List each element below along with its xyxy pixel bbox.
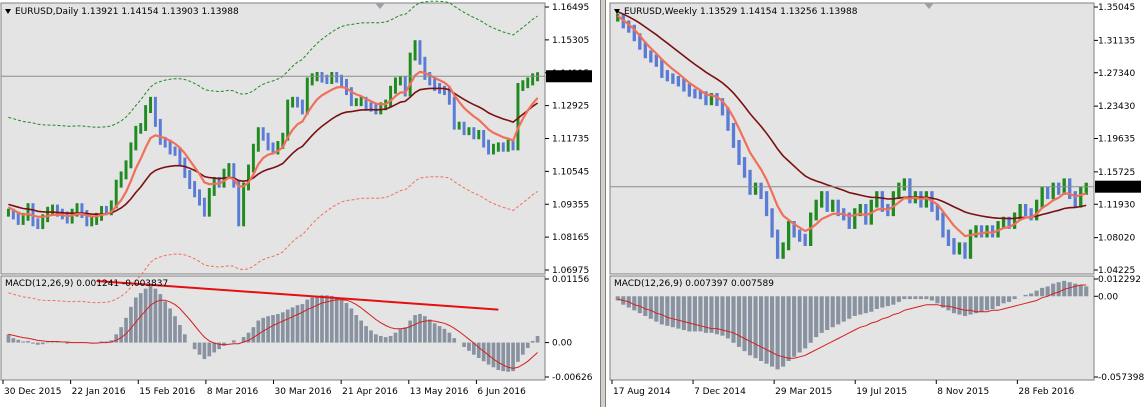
daily-x-tick-label: 30 Dec 2015 (4, 387, 62, 397)
daily-chart-svg: 1.164951.153051.141151.129251.117351.105… (0, 0, 593, 397)
weekly-collapse-arrow-icon (614, 9, 620, 14)
daily-macd-tick-label: -0.00626 (552, 373, 593, 383)
daily-chart-panel[interactable]: 1.164951.153051.141151.129251.117351.105… (0, 0, 600, 407)
weekly-macd-tick-label: 0.00 (1098, 292, 1118, 302)
daily-macd-trendline (96, 279, 499, 311)
daily-shift-marker-icon (375, 3, 385, 9)
weekly-x-tick-label: 7 Dec 2014 (694, 387, 746, 397)
weekly-ma-slow-line (617, 10, 1087, 220)
daily-ma-slow-line (8, 87, 539, 216)
daily-y-tick-label: 1.09355 (552, 200, 589, 210)
daily-envelope-upper-line (8, 0, 538, 128)
daily-envelope-lower-line (8, 176, 538, 304)
weekly-y-tick-label: 1.35045 (1098, 3, 1135, 13)
weekly-macd-signal-line (617, 284, 1087, 359)
daily-collapse-arrow-icon (5, 9, 11, 14)
weekly-shift-marker-icon (924, 3, 934, 9)
weekly-x-tick-label: 29 Mar 2015 (775, 387, 832, 397)
daily-x-tick-label: 15 Feb 2016 (139, 387, 195, 397)
daily-y-tick-label: 1.06975 (552, 266, 589, 276)
weekly-y-tick-label: 1.19635 (1098, 135, 1135, 145)
daily-ma-fast-line (7, 70, 539, 218)
weekly-price-plot-area (609, 2, 1095, 275)
weekly-y-tick-label: 1.31135 (1098, 36, 1135, 46)
daily-y-tick-label: 1.10545 (552, 167, 589, 177)
weekly-x-tick-label: 17 Aug 2014 (613, 387, 671, 397)
weekly-macd-tick-label: -0.057398 (1098, 373, 1144, 383)
daily-macd-label: MACD(12,26,9) 0.001241 -0.003837 (5, 279, 168, 289)
daily-x-tick-label: 8 Mar 2016 (207, 387, 259, 397)
weekly-y-tick-label: 1.27340 (1098, 69, 1135, 79)
window-divider[interactable] (600, 0, 606, 407)
weekly-current-price-tag (1095, 180, 1141, 193)
weekly-y-tick-label: 1.11930 (1098, 200, 1135, 210)
weekly-macd-label: MACD(12,26,9) 0.007397 0.007589 (614, 279, 774, 289)
weekly-current-price-label: 1.13988 (1098, 183, 1135, 193)
weekly-x-tick-label: 19 Jul 2015 (856, 387, 907, 397)
daily-y-tick-label: 1.15305 (552, 36, 589, 46)
daily-macd-signal-line (8, 299, 538, 369)
weekly-macd-tick-label: 0.012292 (1098, 275, 1141, 285)
daily-y-tick-label: 1.12925 (552, 102, 589, 112)
weekly-x-tick-label: 28 Feb 2016 (1018, 387, 1074, 397)
weekly-y-tick-label: 1.23430 (1098, 102, 1135, 112)
daily-x-tick-label: 13 May 2016 (410, 387, 469, 397)
weekly-chart-svg: 1.35045 1.31135 1.27340 1.23430 1.19635 1.157… (609, 2, 1144, 397)
daily-y-tick-label: 1.16495 (552, 3, 589, 13)
daily-x-tick-label: 6 Jun 2016 (477, 387, 526, 397)
daily-y-tick-label: 1.08165 (552, 233, 589, 243)
daily-y-tick-label: 1.11735 (552, 135, 589, 145)
weekly-ma-fast-line (617, 15, 1087, 238)
daily-macd-tick-label: 0.00 (552, 339, 572, 349)
daily-x-tick-label: 21 Apr 2016 (342, 387, 398, 397)
weekly-y-tick-label: 1.04225 (1098, 266, 1135, 276)
weekly-chart-panel[interactable]: 1.35045 1.31135 1.27340 1.23430 1.19635 1.157… (606, 0, 1147, 407)
weekly-chart-title: EURUSD,Weekly 1.13529 1.14154 1.13256 1.… (624, 7, 858, 17)
daily-price-plot-area (0, 2, 546, 275)
weekly-y-tick-label: 1.15725 (1098, 168, 1135, 178)
daily-x-tick-label: 30 Mar 2016 (275, 387, 332, 397)
daily-current-price-label: 1.13988 (549, 72, 586, 82)
daily-current-price-tag (546, 70, 592, 83)
weekly-x-tick-label: 8 Nov 2015 (937, 387, 989, 397)
daily-macd-tick-label: 0.01156 (552, 275, 589, 285)
daily-chart-title: EURUSD,Daily 1.13921 1.14154 1.13903 1.1… (15, 7, 239, 17)
daily-x-tick-label: 22 Jan 2016 (72, 387, 126, 397)
weekly-y-tick-label: 1.08020 (1098, 234, 1135, 244)
